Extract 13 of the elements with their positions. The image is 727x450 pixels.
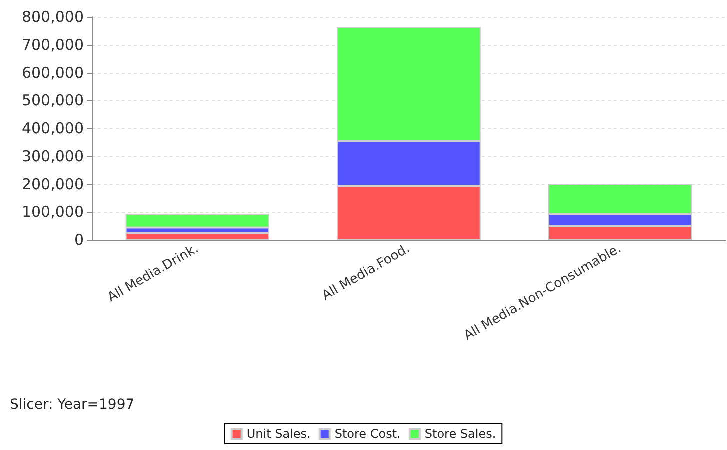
y-tick-label: 300,000 bbox=[22, 147, 84, 166]
y-tick-label: 500,000 bbox=[22, 92, 84, 110]
legend-label: Store Sales. bbox=[424, 427, 496, 441]
y-tick-label: 400,000 bbox=[22, 120, 84, 138]
y-tick-label: 0 bbox=[74, 231, 84, 249]
y-tick-label: 800,000 bbox=[22, 8, 84, 26]
y-tick-label: 100,000 bbox=[22, 203, 84, 222]
text: Slicer: Year=1997 bbox=[10, 397, 135, 413]
y-tick-label: 200,000 bbox=[22, 175, 84, 194]
y-tick-label: 700,000 bbox=[22, 36, 84, 54]
y-tick-label: 600,000 bbox=[22, 64, 84, 82]
legend-label: Unit Sales. bbox=[246, 427, 311, 441]
legend-label: Store Cost. bbox=[334, 427, 401, 441]
